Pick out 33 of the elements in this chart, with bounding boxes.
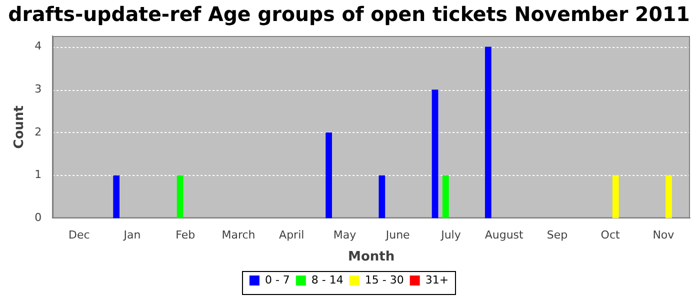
legend-label: 31+: [425, 273, 449, 286]
legend-label: 0 - 7: [264, 273, 290, 286]
bar: [666, 175, 672, 218]
x-tick-label: April: [279, 228, 304, 242]
x-tick-label: June: [384, 228, 410, 242]
bar: [432, 90, 438, 218]
x-tick-label: August: [484, 228, 524, 242]
y-axis-title: Count: [12, 106, 28, 149]
bar: [442, 175, 449, 218]
x-tick-label: July: [440, 228, 462, 242]
x-tick-label: May: [333, 228, 357, 242]
bar: [484, 46, 492, 218]
x-tick-label: Feb: [176, 228, 196, 242]
y-tick-label: 4: [34, 40, 42, 53]
y-tick-label: 3: [34, 82, 42, 96]
bar: [612, 175, 619, 218]
y-tick-label: 0: [34, 211, 42, 224]
x-tick-label: Nov: [652, 228, 675, 242]
chart-title: drafts-update-ref Age groups of open tickets November 2011: [8, 3, 690, 26]
x-tick-label: Oct: [600, 228, 621, 242]
bar: [176, 175, 184, 218]
legend-label: 8 - 14: [311, 273, 344, 286]
bar: [378, 175, 386, 218]
x-tick-label: Jan: [122, 228, 141, 242]
x-tick-label: Dec: [68, 228, 90, 242]
legend-label: 15 - 30: [364, 273, 404, 286]
y-tick-label: 2: [34, 125, 42, 138]
x-tick-label: Sep: [546, 228, 568, 242]
y-tick-label: 1: [34, 168, 42, 182]
x-axis-title: Month: [348, 250, 395, 265]
bar: [113, 175, 120, 218]
bar: [326, 132, 332, 218]
x-tick-label: March: [222, 228, 256, 242]
